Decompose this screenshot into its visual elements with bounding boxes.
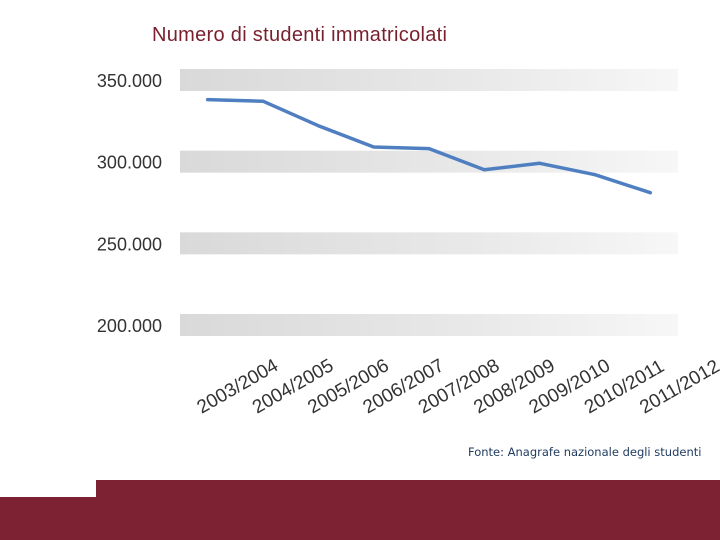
grid-band	[180, 314, 678, 336]
data-point	[206, 98, 210, 102]
data-point	[261, 99, 265, 103]
footer-notch	[0, 480, 96, 497]
source-note: Fonte: Anagrafe nazionale degli studenti	[468, 445, 702, 459]
data-point	[538, 161, 542, 165]
grid-band	[180, 69, 678, 91]
y-tick-label: 350.000	[97, 71, 162, 91]
grid-band	[180, 232, 678, 255]
y-tick-label: 250.000	[97, 234, 162, 254]
data-point	[648, 191, 652, 195]
data-point	[316, 124, 320, 128]
grid-band	[180, 150, 678, 173]
data-point	[482, 168, 486, 172]
data-point	[593, 173, 597, 177]
chart-title: Numero di studenti immatricolati	[152, 24, 448, 46]
data-point	[372, 145, 376, 149]
y-tick-label: 300.000	[97, 153, 162, 173]
data-point	[427, 147, 431, 151]
series-line	[205, 97, 653, 195]
footer-bar	[0, 480, 720, 540]
y-tick-label: 200.000	[97, 316, 162, 336]
